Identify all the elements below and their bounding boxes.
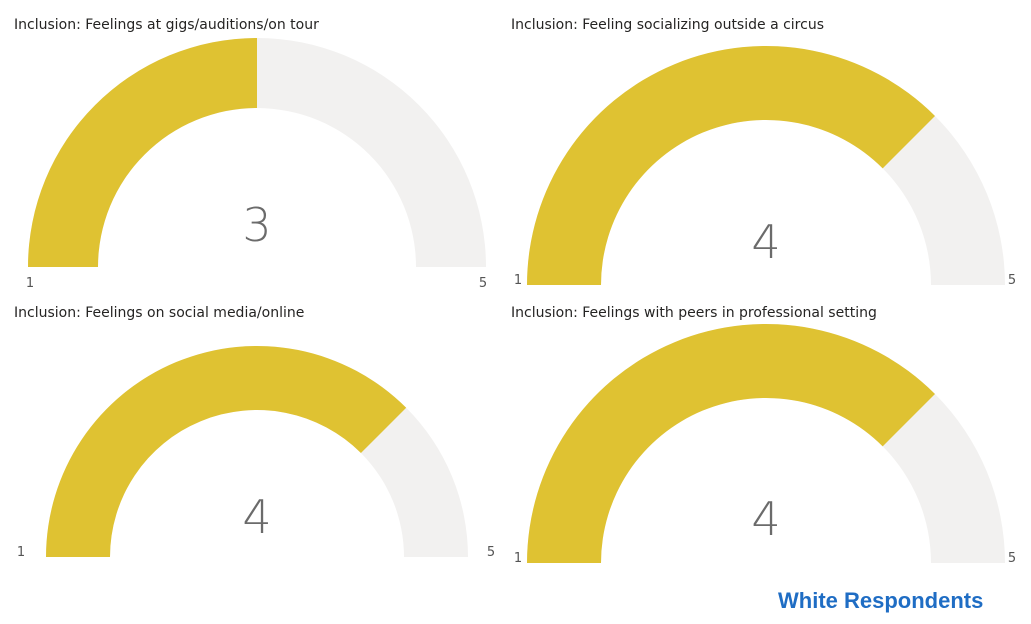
gauge-value-label: 4 — [751, 492, 780, 546]
gauge-value-label: 4 — [751, 215, 780, 269]
gauge-title: Inclusion: Feelings at gigs/auditions/on… — [14, 17, 319, 33]
gauge-min-label: 1 — [514, 273, 522, 288]
gauge-max-label: 5 — [1008, 273, 1016, 288]
gauge-min-label: 1 — [26, 276, 34, 291]
gauge-value-arc — [28, 38, 257, 267]
gauge-min-label: 1 — [17, 545, 25, 560]
gauge-value-label: 3 — [242, 198, 271, 252]
gauge-max-label: 5 — [487, 545, 495, 560]
gauge-title: Inclusion: Feelings with peers in profes… — [511, 305, 877, 321]
gauge-value-arc — [527, 324, 935, 563]
gauge-max-label: 5 — [479, 276, 487, 291]
gauge-min-label: 1 — [514, 551, 522, 566]
respondent-group-label: White Respondents — [778, 588, 984, 613]
gauge-value-arc — [527, 45, 935, 285]
gauge-title: Inclusion: Feeling socializing outside a… — [511, 17, 824, 33]
gauge-max-label: 5 — [1008, 551, 1016, 566]
gauge-value-label: 4 — [242, 490, 271, 544]
gauge-value-arc — [46, 346, 407, 557]
gauge-title: Inclusion: Feelings on social media/onli… — [14, 305, 305, 321]
